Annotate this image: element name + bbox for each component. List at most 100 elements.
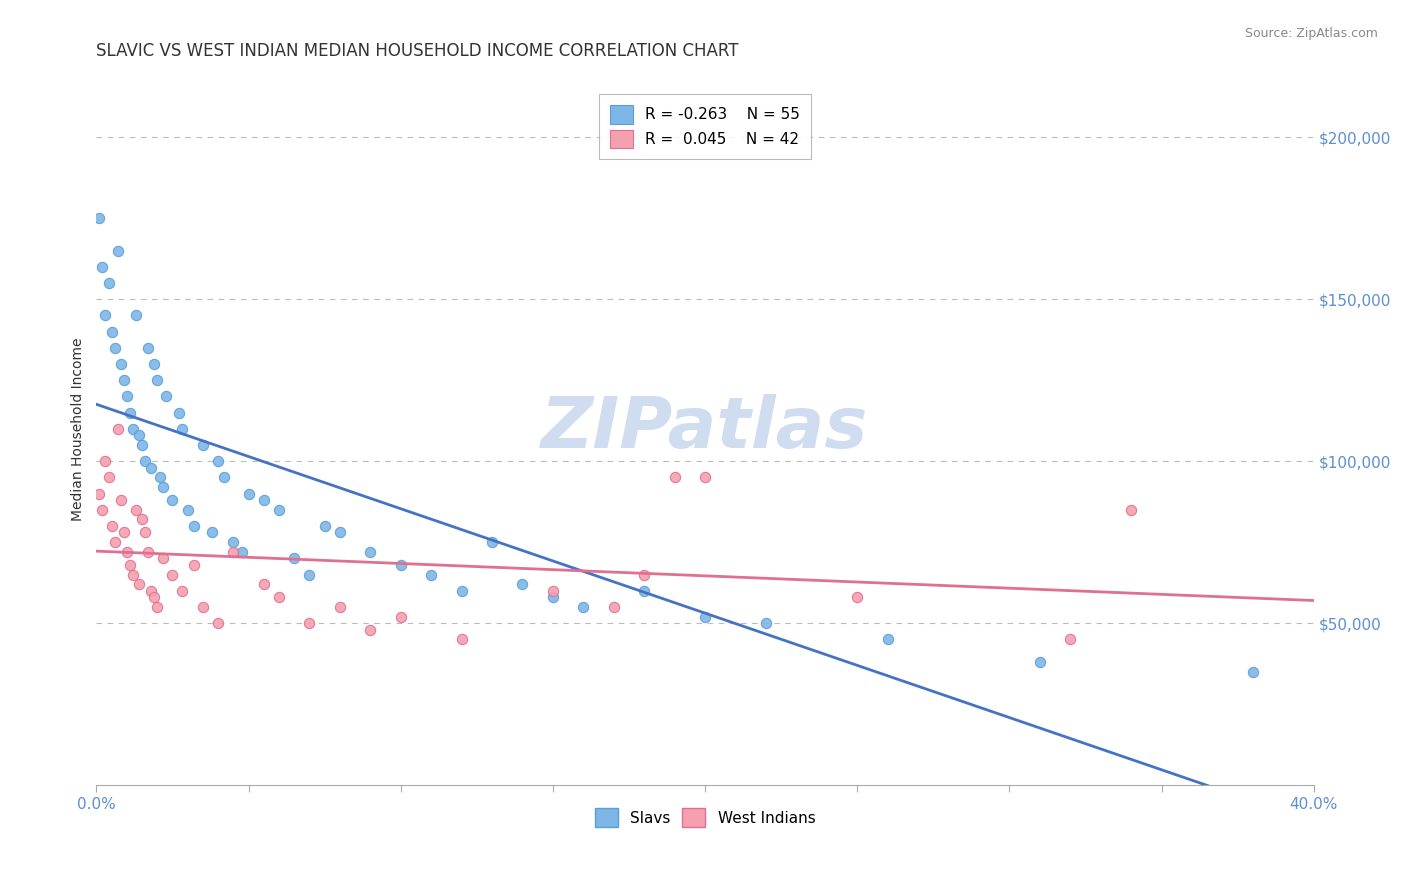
Point	[112, 373, 135, 387]
Point	[693, 470, 716, 484]
Point	[191, 599, 214, 614]
Point	[253, 493, 276, 508]
Point	[298, 616, 321, 631]
Point	[183, 519, 205, 533]
Point	[420, 567, 443, 582]
Point	[329, 525, 352, 540]
Point	[134, 454, 156, 468]
Point	[212, 470, 235, 484]
Point	[131, 438, 153, 452]
Point	[876, 632, 898, 647]
Point	[97, 470, 120, 484]
Point	[167, 406, 190, 420]
Point	[1029, 655, 1052, 669]
Point	[112, 525, 135, 540]
Point	[100, 325, 122, 339]
Point	[541, 583, 564, 598]
Point	[104, 341, 127, 355]
Point	[183, 558, 205, 572]
Point	[125, 502, 148, 516]
Point	[107, 244, 129, 258]
Point	[162, 493, 184, 508]
Point	[128, 428, 150, 442]
Point	[162, 567, 184, 582]
Point	[1241, 665, 1264, 679]
Point	[207, 616, 229, 631]
Point	[143, 357, 166, 371]
Point	[755, 616, 778, 631]
Point	[450, 583, 472, 598]
Point	[222, 545, 245, 559]
Point	[122, 567, 145, 582]
Point	[450, 632, 472, 647]
Point	[267, 591, 290, 605]
Point	[481, 535, 503, 549]
Point	[146, 373, 169, 387]
Point	[152, 551, 174, 566]
Point	[253, 577, 276, 591]
Point	[155, 389, 177, 403]
Y-axis label: Median Household Income: Median Household Income	[72, 337, 86, 521]
Point	[128, 577, 150, 591]
Point	[359, 623, 381, 637]
Point	[222, 535, 245, 549]
Point	[207, 454, 229, 468]
Text: ZIPatlas: ZIPatlas	[541, 394, 869, 463]
Point	[572, 599, 595, 614]
Text: SLAVIC VS WEST INDIAN MEDIAN HOUSEHOLD INCOME CORRELATION CHART: SLAVIC VS WEST INDIAN MEDIAN HOUSEHOLD I…	[97, 42, 738, 60]
Point	[238, 486, 260, 500]
Point	[603, 599, 626, 614]
Point	[693, 609, 716, 624]
Point	[329, 599, 352, 614]
Point	[110, 357, 132, 371]
Point	[139, 583, 162, 598]
Point	[107, 422, 129, 436]
Point	[134, 525, 156, 540]
Point	[97, 276, 120, 290]
Point	[512, 577, 534, 591]
Point	[231, 545, 253, 559]
Point	[152, 480, 174, 494]
Point	[283, 551, 305, 566]
Point	[136, 545, 159, 559]
Point	[191, 438, 214, 452]
Point	[389, 609, 412, 624]
Point	[359, 545, 381, 559]
Point	[176, 502, 198, 516]
Point	[664, 470, 686, 484]
Text: Source: ZipAtlas.com: Source: ZipAtlas.com	[1244, 27, 1378, 40]
Point	[633, 583, 655, 598]
Point	[149, 470, 172, 484]
Legend: Slavs, West Indians: Slavs, West Indians	[588, 800, 823, 835]
Point	[131, 512, 153, 526]
Point	[298, 567, 321, 582]
Point	[118, 558, 141, 572]
Point	[136, 341, 159, 355]
Point	[143, 591, 166, 605]
Point	[94, 309, 117, 323]
Point	[201, 525, 224, 540]
Point	[389, 558, 412, 572]
Point	[94, 454, 117, 468]
Point	[91, 260, 114, 274]
Point	[633, 567, 655, 582]
Point	[91, 502, 114, 516]
Point	[122, 422, 145, 436]
Point	[1121, 502, 1143, 516]
Point	[267, 502, 290, 516]
Point	[1059, 632, 1081, 647]
Point	[846, 591, 869, 605]
Point	[170, 422, 193, 436]
Point	[115, 389, 138, 403]
Point	[89, 211, 111, 226]
Point	[100, 519, 122, 533]
Point	[115, 545, 138, 559]
Point	[146, 599, 169, 614]
Point	[118, 406, 141, 420]
Point	[89, 486, 111, 500]
Point	[139, 460, 162, 475]
Point	[170, 583, 193, 598]
Point	[541, 591, 564, 605]
Point	[110, 493, 132, 508]
Point	[125, 309, 148, 323]
